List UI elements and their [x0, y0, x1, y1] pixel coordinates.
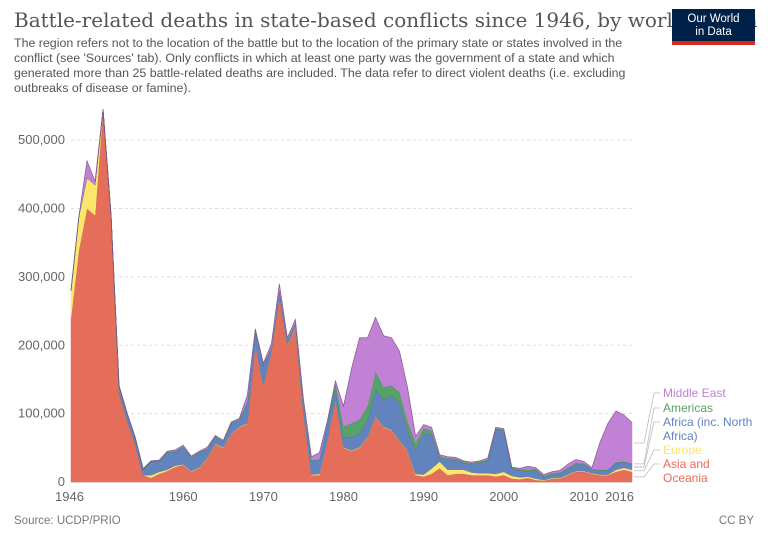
legend-leader-asia [634, 463, 660, 478]
y-tick-label: 0 [58, 474, 65, 489]
y-tick-label: 400,000 [18, 201, 65, 216]
legend-label-line: Asia and [663, 457, 710, 471]
legend-label-mideast: Middle East [663, 386, 726, 400]
license-link[interactable]: CC BY [718, 515, 754, 527]
legend-label-asia: Asia and Oceania [663, 457, 710, 485]
legend-leader-europe [634, 449, 660, 472]
legend-label-line: Africa) [663, 429, 698, 443]
x-tick-label: 2000 [489, 489, 518, 504]
legend-label-line: Middle East [663, 386, 726, 400]
x-tick-label: 1990 [409, 489, 438, 504]
logo-line-1: Our World [687, 13, 740, 25]
owid-logo[interactable]: Our World in Data [672, 9, 755, 45]
x-tick-label: 1970 [249, 489, 278, 504]
y-tick-label: 100,000 [18, 406, 65, 421]
source-note: Source: UCDP/PRIO [14, 515, 121, 527]
legend-label-americas: Americas [663, 401, 713, 415]
y-axis: 0 100,000 200,000 300,000 400,000 500,000 [18, 132, 65, 489]
x-tick-label: 1946 [55, 489, 84, 504]
legend-label-line: Africa (inc. North [663, 415, 752, 429]
chart-title: Battle-related deaths in state-based con… [14, 8, 758, 32]
legend-leader-africa [634, 421, 660, 468]
x-tick-label: 2010 [569, 489, 598, 504]
legend-leader-mideast [634, 392, 660, 444]
chart-areas [70, 109, 633, 483]
legend-leader-americas [634, 407, 660, 465]
legend-label-line: Europe [663, 443, 702, 457]
x-tick-label: 1960 [169, 489, 198, 504]
area-chart: 0 100,000 200,000 300,000 400,000 500,000 194… [18, 109, 752, 504]
x-axis: 1946 1960 1970 1980 1990 2000 2010 2016 [55, 489, 634, 504]
x-tick-label: 2016 [605, 489, 634, 504]
x-tick-label: 1980 [329, 489, 358, 504]
area-outline-mideast [70, 109, 633, 475]
area-series-mideast [70, 109, 633, 477]
legend-label-line: Americas [663, 401, 713, 415]
logo-line-2: in Data [695, 26, 732, 38]
y-tick-label: 200,000 [18, 337, 65, 352]
chart-subtitle: The region refers not to the location of… [14, 36, 626, 95]
legend-label-line: Oceania [663, 471, 708, 485]
y-tick-label: 300,000 [18, 269, 65, 284]
legend-label-europe: Europe [663, 443, 702, 457]
y-tick-label: 500,000 [18, 132, 65, 147]
legend-label-africa: Africa (inc. North Africa) [663, 415, 752, 443]
